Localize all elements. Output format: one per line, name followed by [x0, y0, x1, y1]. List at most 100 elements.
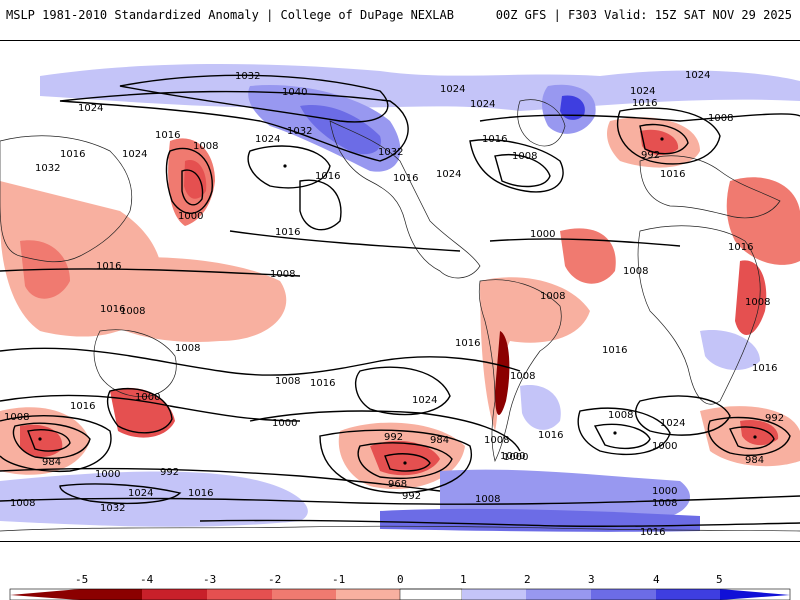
isobar-1008-south-pacific: [0, 394, 301, 422]
shading-negative-southpacific: [110, 387, 175, 438]
isobar-label: 1016: [393, 173, 418, 184]
isobar-1000-antarctic: [0, 467, 441, 492]
isobar-label: 1024: [255, 134, 280, 145]
colorbar-swatch-zero: [399, 588, 463, 600]
isobar-992-southeast: [707, 416, 791, 456]
isobar-label: 1008: [540, 291, 565, 302]
shading-negative-andes: [495, 331, 510, 415]
shading-positive-southamerica-east: [520, 385, 561, 430]
colorbar-tick: -5: [75, 573, 88, 586]
isobar-label: 984: [42, 457, 61, 468]
isobar-label: 1016: [602, 345, 627, 356]
isobar-1000-npac-low: [181, 169, 204, 206]
map-canvas: 1032 1024 1040 1024 1024 1024 1008 1024 …: [0, 64, 800, 538]
isobar-label: 1008: [10, 498, 35, 509]
isobar-label: 984: [430, 435, 449, 446]
colorbar-tick: -3: [203, 573, 216, 586]
shading-negative-northatlantic-core: [640, 129, 679, 156]
colorbar-tick: 2: [524, 573, 531, 586]
isobar-label: 1016: [538, 430, 563, 441]
isobar-label: 1008: [745, 297, 770, 308]
isobar-label: 1032: [100, 503, 125, 514]
low-center-marker: [403, 461, 407, 465]
shading-negative-eastafrica: [735, 260, 767, 335]
isobar-label: 1016: [60, 149, 85, 160]
pressure-centers: [38, 137, 757, 465]
colorbar-swatch-pos2: [526, 589, 591, 600]
isobar-label: 984: [745, 455, 764, 466]
colorbar-swatch-pos1: [462, 589, 526, 600]
isobar-1008-equator: [0, 268, 301, 277]
colorbar-swatch-neg5-body: [80, 589, 142, 600]
shading-negative-tropics: [80, 257, 287, 342]
coast-greenland: [517, 99, 566, 147]
isobar-1016-npac: [299, 179, 342, 231]
shading-positive-southafrica: [700, 330, 760, 371]
colorbar-swatch-pos4: [656, 589, 720, 600]
low-center-marker: [38, 437, 42, 441]
isobar-label: 992: [402, 491, 421, 502]
coastlines: [0, 99, 800, 532]
isobar-label: 992: [160, 467, 179, 478]
colorbar-tick-labels: -5 -4 -3 -2 -1 0 1 2 3 4 5: [75, 573, 723, 586]
isobar-label: 1016: [310, 378, 335, 389]
colorbar-outline: [9, 588, 791, 600]
isobar-label: 1032: [235, 71, 260, 82]
isobar-1000-southpac-low: [106, 387, 173, 434]
isobar-label: 1008: [608, 410, 633, 421]
isobar-label: 1008: [4, 412, 29, 423]
isobar-label: 1008: [512, 151, 537, 162]
coast-europe: [639, 155, 781, 219]
isobar-label: 1016: [632, 98, 657, 109]
isobar-label: 1016: [275, 227, 300, 238]
isobar-1024-south-west: [59, 483, 182, 505]
isobar-label: 1008: [120, 306, 145, 317]
isobar-1024-south-pacific: [354, 366, 451, 416]
isobar-label: 1024: [128, 488, 153, 499]
isobar-1008-antarctic: [0, 495, 800, 505]
isobar-label: 1000: [503, 452, 528, 463]
isobar-label: 1032: [287, 126, 312, 137]
shading-negative-southamerica: [480, 277, 590, 431]
isobar-label: 1016: [188, 488, 213, 499]
anomaly-map[interactable]: 1032 1024 1040 1024 1024 1024 1008 1024 …: [0, 40, 800, 542]
isobar-984-south-indian: [27, 429, 71, 452]
isobar-984-southeast: [729, 426, 775, 450]
isobar-1000-south-pacific: [249, 410, 521, 452]
isobar-label: 968: [388, 479, 407, 490]
isobar-label: 1000: [530, 229, 555, 240]
isobar-label: 1016: [315, 171, 340, 182]
isobar-label: 1016: [155, 130, 180, 141]
isobar-1016-equator-west: [229, 230, 461, 252]
coast-australia: [93, 329, 177, 397]
colorbar-tick: 4: [653, 573, 660, 586]
coast-antarctica: [0, 525, 800, 532]
isobar-label: 1024: [78, 103, 103, 114]
colorbar-tick: 1: [460, 573, 467, 586]
colorbar-tick: -4: [140, 573, 154, 586]
isobar-label: 1008: [623, 266, 648, 277]
colorbar-swatch-neg1: [336, 589, 400, 600]
isobar-1016-npac-high: [247, 145, 331, 189]
isobar-1008-south-atlantic: [577, 407, 671, 456]
isobar-label: 1016: [455, 338, 480, 349]
isobar-1008-atlantic: [494, 154, 551, 188]
isobar-992-south-pacific: [319, 429, 472, 494]
isobar-label: 1024: [630, 86, 655, 97]
isobar-label: 1016: [728, 242, 753, 253]
shading-negative-southindian-core: [20, 424, 63, 457]
isobar-984-south-pacific: [357, 442, 453, 479]
isobar-1016-equator-east: [489, 238, 681, 247]
isobar-label: 1000: [95, 469, 120, 480]
isobar-1024-atlantic: [479, 113, 800, 122]
isobar-label: 1008: [193, 141, 218, 152]
isobar-label: 1000: [500, 451, 525, 462]
coast-africa: [637, 225, 761, 405]
isobar-label: 1024: [660, 418, 685, 429]
isobar-1008-npac-low: [165, 147, 213, 214]
map-title: MSLP 1981-2010 Standardized Anomaly | Co…: [6, 8, 454, 22]
isobar-label: 1000: [652, 486, 677, 497]
shading-negative-southatlantic-core: [740, 419, 779, 446]
isobar-label: 1000: [272, 418, 297, 429]
colorbar-tick: 0: [397, 573, 404, 586]
